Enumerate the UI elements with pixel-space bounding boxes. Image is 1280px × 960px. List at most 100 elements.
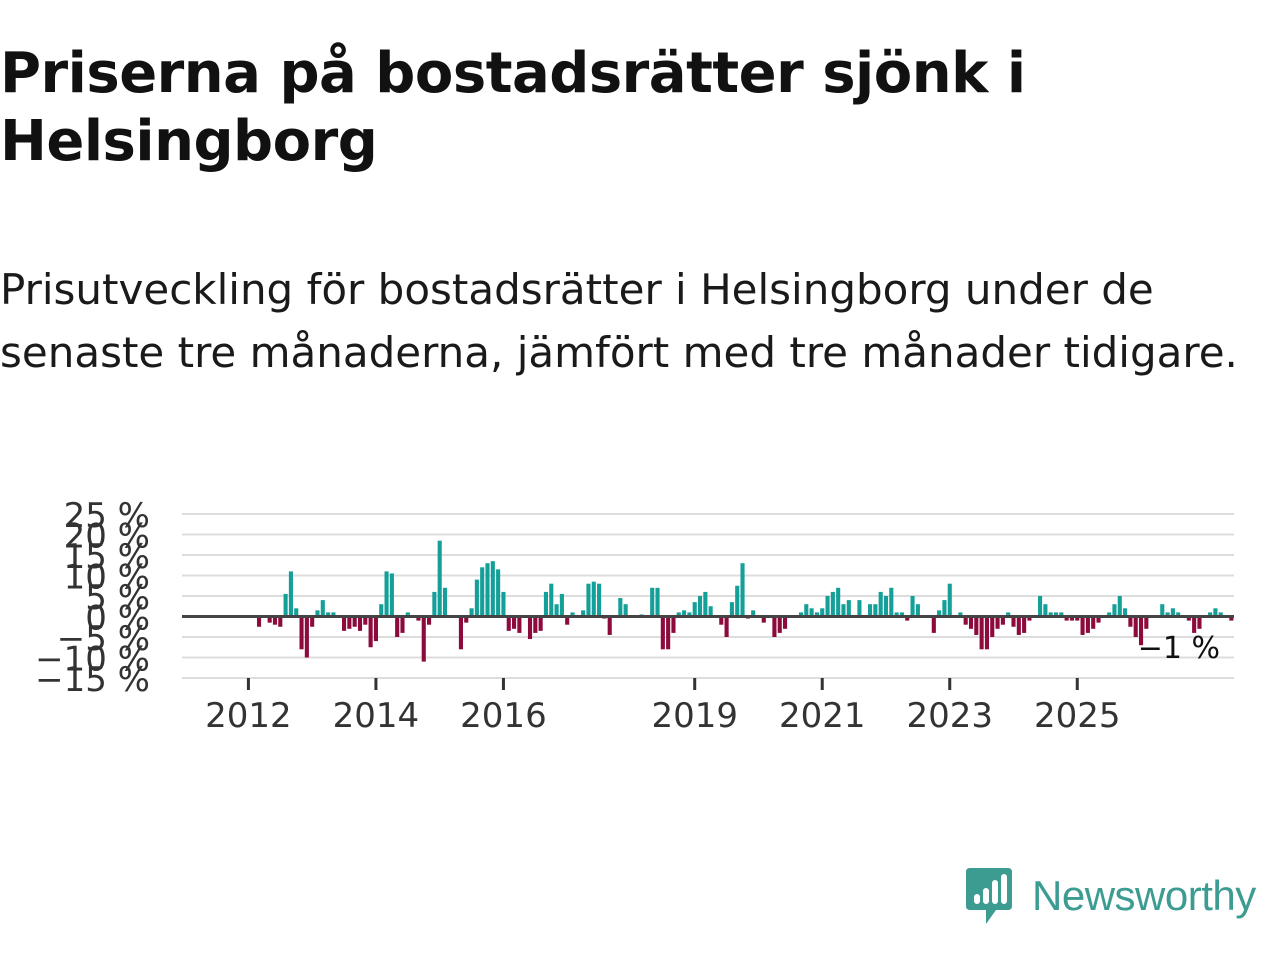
y-axis-labels: 25 %20 %15 %10 %5 %0 %−5 %−10 %−15 %: [35, 496, 150, 700]
bar: [527, 616, 533, 640]
bar: [283, 593, 288, 617]
bar: [1218, 612, 1223, 617]
bar: [288, 571, 293, 617]
bar: [1123, 608, 1128, 617]
bar: [974, 616, 979, 635]
bar: [857, 600, 862, 617]
bar: [697, 596, 703, 617]
bar: [607, 616, 612, 635]
bar: [650, 587, 655, 617]
bar: [1043, 604, 1048, 617]
bar: [1064, 616, 1069, 621]
bar: [416, 616, 421, 621]
bar: [798, 612, 804, 617]
bar: [352, 616, 357, 627]
newsworthy-logo-icon: [966, 868, 1012, 924]
y-tick-label: 25 %: [64, 496, 150, 536]
bar: [1112, 604, 1117, 617]
bar: [1133, 616, 1138, 637]
bar: [549, 583, 554, 617]
bar: [310, 616, 315, 627]
bar: [724, 616, 729, 637]
bar: [554, 604, 559, 617]
bar: [1027, 616, 1032, 621]
y-tick-label: 20 %: [64, 517, 150, 557]
bar: [804, 604, 809, 617]
y-tick-label: 15 %: [64, 537, 150, 577]
y-tick-label: −10 %: [35, 640, 150, 680]
bar: [623, 604, 628, 617]
bar: [1016, 616, 1021, 635]
bar: [586, 583, 591, 617]
bar: [735, 585, 740, 617]
bar: [581, 610, 586, 617]
bar: [395, 616, 400, 637]
bar: [480, 567, 485, 617]
gridlines: [182, 513, 1234, 679]
bar: [363, 616, 368, 625]
bar: [968, 616, 974, 629]
bar: [485, 563, 490, 617]
bars: [256, 540, 1234, 662]
bar: [1138, 616, 1144, 646]
bar: [1059, 612, 1064, 617]
bar: [496, 569, 501, 617]
bar: [836, 587, 841, 617]
bar: [846, 600, 851, 617]
bar: [347, 616, 352, 629]
bar: [1006, 612, 1011, 617]
bar: [1208, 612, 1213, 617]
bar: [905, 616, 910, 621]
bar: [512, 616, 517, 629]
bar: [942, 600, 947, 617]
bar: [368, 616, 373, 648]
bar: [1011, 616, 1016, 627]
bar: [995, 616, 1000, 629]
bar: [873, 604, 878, 617]
bar: [671, 616, 676, 633]
x-tick-label: 2014: [333, 696, 420, 736]
bar: [1038, 596, 1043, 617]
bar: [427, 616, 432, 625]
y-tick-label: 5 %: [85, 578, 150, 618]
bar: [1229, 616, 1234, 621]
bar: [464, 616, 469, 623]
y-tick-label: 0 %: [85, 599, 150, 639]
bar: [320, 600, 325, 617]
bar: [1048, 612, 1053, 617]
bar: [958, 612, 963, 617]
chart-title: Priserna på bostadsrätter sjönk i Helsin…: [0, 41, 1026, 174]
bar: [676, 612, 681, 617]
bar: [1165, 612, 1170, 617]
bar: [660, 616, 665, 650]
bar: [963, 616, 968, 625]
bar: [814, 612, 819, 617]
bar: [894, 612, 899, 617]
bar: [984, 616, 989, 650]
bar: [782, 616, 788, 629]
bar: [931, 616, 936, 633]
bar: [618, 598, 623, 617]
x-tick-label: 2019: [651, 696, 738, 736]
bar: [1080, 616, 1085, 635]
bar: [820, 608, 825, 617]
brand-name: Newsworthy: [1032, 872, 1256, 919]
bar: [533, 616, 538, 633]
bar: [1186, 616, 1191, 621]
bar: [740, 563, 745, 617]
bar: [474, 579, 479, 617]
bar: [421, 616, 426, 662]
bar: [437, 540, 442, 617]
bar: [878, 591, 883, 617]
bar: [703, 591, 708, 617]
bar: [990, 616, 995, 637]
bar: [543, 591, 549, 617]
bar: [357, 616, 363, 631]
bar: [405, 612, 410, 617]
bar: [825, 596, 830, 617]
bar: [1213, 608, 1218, 617]
bar: [655, 587, 660, 617]
chart-subtitle: Prisutveckling för bostadsrätter i Helsi…: [0, 265, 1238, 377]
x-tick-label: 2025: [1034, 696, 1121, 736]
bar: [331, 612, 336, 617]
